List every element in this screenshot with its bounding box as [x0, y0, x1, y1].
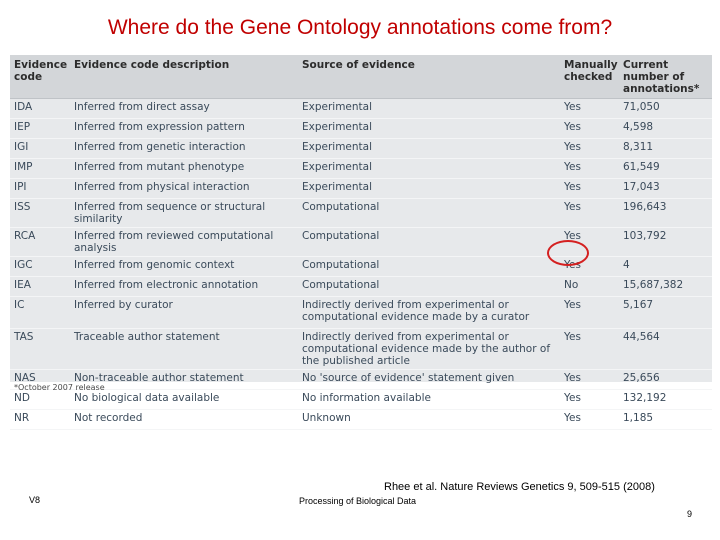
cell-source: Experimental — [298, 98, 560, 119]
cell-code: RCA — [10, 227, 70, 257]
cell-source: Computational — [298, 256, 560, 277]
cell-checked: Yes — [560, 328, 619, 370]
evidence-code-table: Evidence code Evidence code description … — [10, 55, 712, 430]
table-row: IGC Inferred from genomic context Comput… — [10, 256, 712, 277]
cell-count: 4 — [619, 256, 712, 277]
table-row: IGI Inferred from genetic interaction Ex… — [10, 138, 712, 159]
cell-code: TAS — [10, 328, 70, 370]
cell-count: 17,043 — [619, 178, 712, 199]
cell-description: Inferred from expression pattern — [70, 118, 298, 139]
cell-code: IMP — [10, 158, 70, 179]
cell-count: 15,687,382 — [619, 276, 712, 297]
cell-count: 132,192 — [619, 389, 712, 410]
cell-description: Inferred by curator — [70, 296, 298, 329]
header-annotation-count: Current number of annotations* — [619, 55, 712, 99]
cell-code: IEP — [10, 118, 70, 139]
cell-description: Inferred from physical interaction — [70, 178, 298, 199]
cell-count: 61,549 — [619, 158, 712, 179]
course-name: Processing of Biological Data — [299, 496, 417, 506]
cell-description: Not recorded — [70, 409, 298, 430]
cell-checked: Yes — [560, 98, 619, 119]
header-description: Evidence code description — [70, 55, 298, 99]
table-row: ND No biological data available No infor… — [10, 389, 712, 410]
table-row: IDA Inferred from direct assay Experimen… — [10, 98, 712, 119]
cell-code: IPI — [10, 178, 70, 199]
table-row: ISS Inferred from sequence or structural… — [10, 198, 712, 228]
slide-title: Where do the Gene Ontology annotations c… — [107, 16, 613, 39]
table-footnote: *October 2007 release — [14, 383, 105, 392]
evidence-code-table-image: Evidence code Evidence code description … — [10, 55, 712, 430]
cell-checked-highlighted: No — [560, 276, 619, 297]
cell-checked: Yes — [560, 369, 619, 390]
cell-source: No 'source of evidence' statement given — [298, 369, 560, 390]
cell-count: 103,792 — [619, 227, 712, 257]
cell-source: Indirectly derived from experimental or … — [298, 296, 560, 329]
citation: Rhee et al. Nature Reviews Genetics 9, 5… — [384, 481, 655, 493]
cell-code: IEA — [10, 276, 70, 297]
cell-checked: Yes — [560, 138, 619, 159]
cell-description: Inferred from genetic interaction — [70, 138, 298, 159]
table-row: NR Not recorded Unknown Yes 1,185 — [10, 409, 712, 430]
cell-source: Computational — [298, 227, 560, 257]
table-row: TAS Traceable author statement Indirectl… — [10, 328, 712, 370]
version-label: V8 — [29, 495, 41, 505]
cell-checked: Yes — [560, 158, 619, 179]
header-evidence-code: Evidence code — [10, 55, 70, 99]
cell-checked: Yes — [560, 389, 619, 410]
cell-code: IGI — [10, 138, 70, 159]
cell-source: Experimental — [298, 158, 560, 179]
header-manually-checked: Manually checked — [560, 55, 619, 99]
cell-count: 44,564 — [619, 328, 712, 370]
cell-source: Computational — [298, 276, 560, 297]
header-source: Source of evidence — [298, 55, 560, 99]
cell-count: 71,050 — [619, 98, 712, 119]
cell-checked: Yes — [560, 118, 619, 139]
cell-checked: Yes — [560, 296, 619, 329]
cell-code: IDA — [10, 98, 70, 119]
cell-count: 8,311 — [619, 138, 712, 159]
cell-description: Traceable author statement — [70, 328, 298, 370]
table-row: IEA Inferred from electronic annotation … — [10, 276, 712, 297]
table-row: IPI Inferred from physical interaction E… — [10, 178, 712, 199]
table-header-row: Evidence code Evidence code description … — [10, 55, 712, 99]
cell-code: ND — [10, 389, 70, 410]
table-row: RCA Inferred from reviewed computational… — [10, 227, 712, 257]
cell-source: Computational — [298, 198, 560, 228]
cell-code: ISS — [10, 198, 70, 228]
cell-description: Inferred from reviewed computational ana… — [70, 227, 298, 257]
cell-count: 4,598 — [619, 118, 712, 139]
cell-checked: Yes — [560, 198, 619, 228]
cell-description: Inferred from electronic annotation — [70, 276, 298, 297]
cell-checked: Yes — [560, 178, 619, 199]
cell-description: No biological data available — [70, 389, 298, 410]
cell-source: Experimental — [298, 118, 560, 139]
cell-source: Indirectly derived from experimental or … — [298, 328, 560, 370]
cell-checked: Yes — [560, 409, 619, 430]
table-row: NAS Non-traceable author statement No 's… — [10, 369, 712, 390]
cell-description: Inferred from mutant phenotype — [70, 158, 298, 179]
cell-source: No information available — [298, 389, 560, 410]
cell-description: Inferred from sequence or structural sim… — [70, 198, 298, 228]
cell-description: Inferred from direct assay — [70, 98, 298, 119]
table-row: IC Inferred by curator Indirectly derive… — [10, 296, 712, 329]
cell-count: 196,643 — [619, 198, 712, 228]
cell-description: Non-traceable author statement — [70, 369, 298, 390]
cell-code: NAS — [10, 369, 70, 390]
table-row: IEP Inferred from expression pattern Exp… — [10, 118, 712, 139]
cell-count: 5,167 — [619, 296, 712, 329]
cell-source: Experimental — [298, 178, 560, 199]
cell-code: NR — [10, 409, 70, 430]
table-row: IMP Inferred from mutant phenotype Exper… — [10, 158, 712, 179]
cell-count: 25,656 — [619, 369, 712, 390]
cell-source: Experimental — [298, 138, 560, 159]
highlight-circle — [547, 240, 589, 266]
cell-source: Unknown — [298, 409, 560, 430]
page-number: 9 — [687, 509, 693, 519]
cell-count: 1,185 — [619, 409, 712, 430]
cell-code: IC — [10, 296, 70, 329]
cell-code: IGC — [10, 256, 70, 277]
cell-description: Inferred from genomic context — [70, 256, 298, 277]
